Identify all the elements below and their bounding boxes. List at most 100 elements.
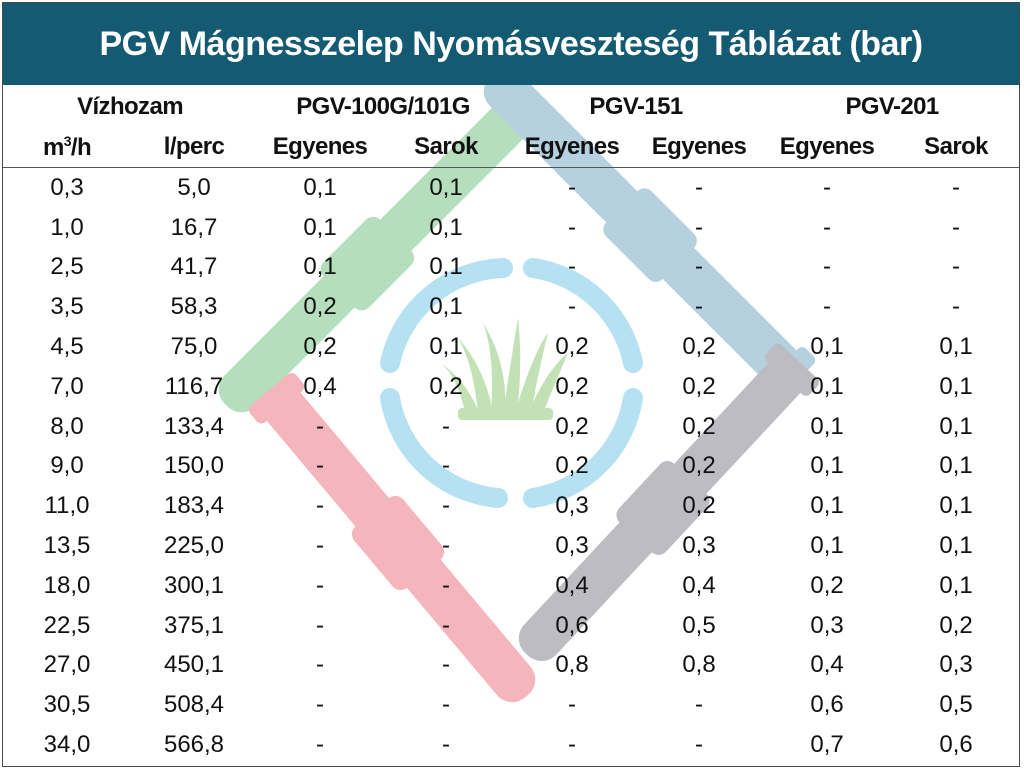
table-cell: - xyxy=(442,571,451,599)
table-cell: - xyxy=(823,253,832,281)
table-cell: 0,2 xyxy=(303,333,337,361)
table-row: 30,5 508,4 - - - - 0,6 0,5 xyxy=(3,685,1019,725)
table-cell: 0,4 xyxy=(555,571,589,599)
table-cell: - xyxy=(442,492,451,520)
table-cell: 0,1 xyxy=(303,173,337,201)
table-cell: 22,5 xyxy=(43,611,91,639)
table-cell: - xyxy=(316,452,325,480)
table-cell: - xyxy=(568,731,577,759)
table-body: 0,3 5,0 0,1 0,1 - - - - 1,0 16,7 0,1 0,1 - - - - 2,5 41,7… xyxy=(3,168,1019,765)
table-cell: 0,2 xyxy=(682,412,716,440)
table-row: 0,3 5,0 0,1 0,1 - - - - xyxy=(3,168,1019,208)
table-cell: 0,7 xyxy=(810,731,844,759)
table-cell: 0,6 xyxy=(555,611,589,639)
table-row: 4,5 75,0 0,2 0,1 0,2 0,2 0,1 0,1 xyxy=(3,327,1019,367)
model-header-row: Vízhozam PGV-100G/101G PGV-151 PGV-201 xyxy=(3,87,1019,127)
table-cell: 1,0 xyxy=(50,213,84,241)
table-cell: 0,1 xyxy=(429,293,463,321)
table-cell: 0,2 xyxy=(682,333,716,361)
page-title: PGV Mágnesszelep Nyomásveszteség Tábláza… xyxy=(3,3,1019,85)
table-cell: - xyxy=(952,173,961,201)
table-row: 11,0 183,4 - - 0,3 0,2 0,1 0,1 xyxy=(3,486,1019,526)
table-cell: 566,8 xyxy=(163,731,225,759)
table-cell: 0,1 xyxy=(810,372,844,400)
table-cell: - xyxy=(695,213,704,241)
table-cell: 0,2 xyxy=(939,611,973,639)
table-cell: - xyxy=(316,611,325,639)
table-cell: - xyxy=(442,452,451,480)
table-cell: 0,2 xyxy=(555,333,589,361)
column-header-superscript: 3 xyxy=(63,132,72,149)
table-cell: 2,5 xyxy=(50,253,84,281)
column-header: Sarok xyxy=(891,127,1019,168)
table-cell: 0,8 xyxy=(555,651,589,679)
table-cell: 0,1 xyxy=(939,412,973,440)
table-row: 3,5 58,3 0,2 0,1 - - - - xyxy=(3,287,1019,327)
column-header: Sarok xyxy=(383,127,510,168)
table-cell: 18,0 xyxy=(43,571,91,599)
table-cell: - xyxy=(823,293,832,321)
table-row: 9,0 150,0 - - 0,2 0,2 0,1 0,1 xyxy=(3,447,1019,487)
table-row: 18,0 300,1 - - 0,4 0,4 0,2 0,1 xyxy=(3,566,1019,606)
table-cell: 183,4 xyxy=(163,492,225,520)
table-cell: 450,1 xyxy=(163,651,225,679)
table-cell: 0,1 xyxy=(939,333,973,361)
column-header: m3/h xyxy=(3,127,131,168)
table-cell: 0,2 xyxy=(682,492,716,520)
table-cell: 4,5 xyxy=(50,333,84,361)
table-cell: 0,1 xyxy=(939,571,973,599)
model-header-pgv201: PGV-201 xyxy=(845,93,939,120)
flow-group-header: Vízhozam xyxy=(77,93,183,120)
table-cell: - xyxy=(568,691,577,719)
table-row: 8,0 133,4 - - 0,2 0,2 0,1 0,1 xyxy=(3,407,1019,447)
table-cell: 0,1 xyxy=(939,372,973,400)
table-cell: 0,1 xyxy=(810,532,844,560)
table-cell: 0,8 xyxy=(682,651,716,679)
table-cell: 508,4 xyxy=(163,691,225,719)
table-cell: 0,1 xyxy=(429,173,463,201)
table-cell: 0,2 xyxy=(555,412,589,440)
table-cell: 0,3 xyxy=(810,611,844,639)
table-cell: - xyxy=(695,253,704,281)
column-header-label: m xyxy=(42,133,64,161)
table-cell: - xyxy=(442,691,451,719)
table-row: 34,0 566,8 - - - - 0,7 0,6 xyxy=(3,725,1019,765)
table-cell: - xyxy=(568,253,577,281)
table-cell: - xyxy=(695,691,704,719)
table-row: 7,0 116,7 0,4 0,2 0,2 0,2 0,1 0,1 xyxy=(3,367,1019,407)
table-cell: 0,3 xyxy=(50,173,84,201)
table-cell: 75,0 xyxy=(170,333,218,361)
table-cell: 0,1 xyxy=(939,452,973,480)
table-cell: 0,2 xyxy=(555,452,589,480)
table-cell: 0,2 xyxy=(682,452,716,480)
table-cell: - xyxy=(952,213,961,241)
table-cell: 133,4 xyxy=(163,412,225,440)
column-header-label: Egyenes xyxy=(779,133,875,160)
column-header-row: m3/h l/perc Egyenes Sarok Egyenes Egyenes Egye… xyxy=(3,127,1019,168)
table-cell: 11,0 xyxy=(44,492,90,520)
table-cell: 225,0 xyxy=(163,532,225,560)
table-cell: 0,1 xyxy=(810,412,844,440)
table-cell: 0,3 xyxy=(555,532,589,560)
table-cell: 13,5 xyxy=(43,532,91,560)
table-cell: 16,7 xyxy=(170,213,218,241)
table-cell: - xyxy=(823,173,832,201)
column-header-label: Egyenes xyxy=(272,133,368,160)
table-cell: 0,5 xyxy=(939,691,973,719)
table-cell: - xyxy=(442,651,451,679)
table-cell: 0,5 xyxy=(682,611,716,639)
table-cell: 30,5 xyxy=(43,691,91,719)
table-cell: 0,4 xyxy=(810,651,844,679)
table-cell: 0,4 xyxy=(303,372,337,400)
table-cell: 0,2 xyxy=(555,372,589,400)
table-row: 27,0 450,1 - - 0,8 0,8 0,4 0,3 xyxy=(3,646,1019,686)
table-cell: 0,6 xyxy=(939,731,973,759)
table-cell: 0,1 xyxy=(810,452,844,480)
table-cell: 9,0 xyxy=(50,452,84,480)
table-cell: 0,2 xyxy=(429,372,463,400)
table-cell: - xyxy=(316,492,325,520)
table-cell: 0,1 xyxy=(810,492,844,520)
table-cell: 0,2 xyxy=(810,571,844,599)
column-header-label: l/perc xyxy=(163,133,225,160)
table-cell: - xyxy=(442,731,451,759)
